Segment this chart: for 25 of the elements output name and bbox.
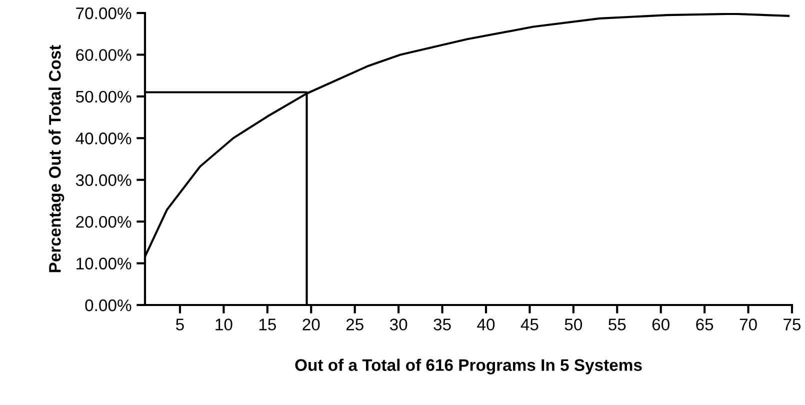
y-tick-label: 60.00% — [76, 49, 132, 61]
x-tick-label: 75 — [784, 318, 801, 330]
x-tick-label: 35 — [434, 318, 451, 330]
x-tick-label: 5 — [176, 318, 184, 330]
x-tick-label: 45 — [520, 318, 538, 330]
x-tick-label: 20 — [302, 318, 320, 330]
x-tick-label: 15 — [259, 318, 276, 330]
x-tick-label: 10 — [216, 318, 232, 330]
x-tick-label: 60 — [652, 318, 670, 330]
y-tick-label: 50.00% — [76, 90, 132, 103]
x-tick-label: 65 — [696, 318, 714, 330]
y-tick-label: 40.00% — [76, 132, 132, 144]
y-axis-title: Percentage Out of Total Cost — [48, 44, 64, 272]
x-tick-label: 25 — [346, 318, 364, 330]
x-tick-label: 70 — [740, 318, 757, 330]
x-tick-label: 55 — [608, 318, 626, 330]
y-tick-label: 70.00% — [76, 7, 132, 20]
y-tick-label: 30.00% — [76, 174, 132, 186]
x-axis-title: Out of a Total of 616 Programs In 5 Systems — [295, 358, 642, 374]
x-tick-label: 40 — [477, 318, 495, 330]
y-tick-label: 0.00% — [85, 299, 132, 312]
y-tick-label: 10.00% — [76, 258, 132, 270]
x-tick-label: 30 — [390, 318, 408, 330]
x-tick-label: 50 — [564, 318, 582, 330]
y-tick-label: 20.00% — [76, 216, 132, 228]
